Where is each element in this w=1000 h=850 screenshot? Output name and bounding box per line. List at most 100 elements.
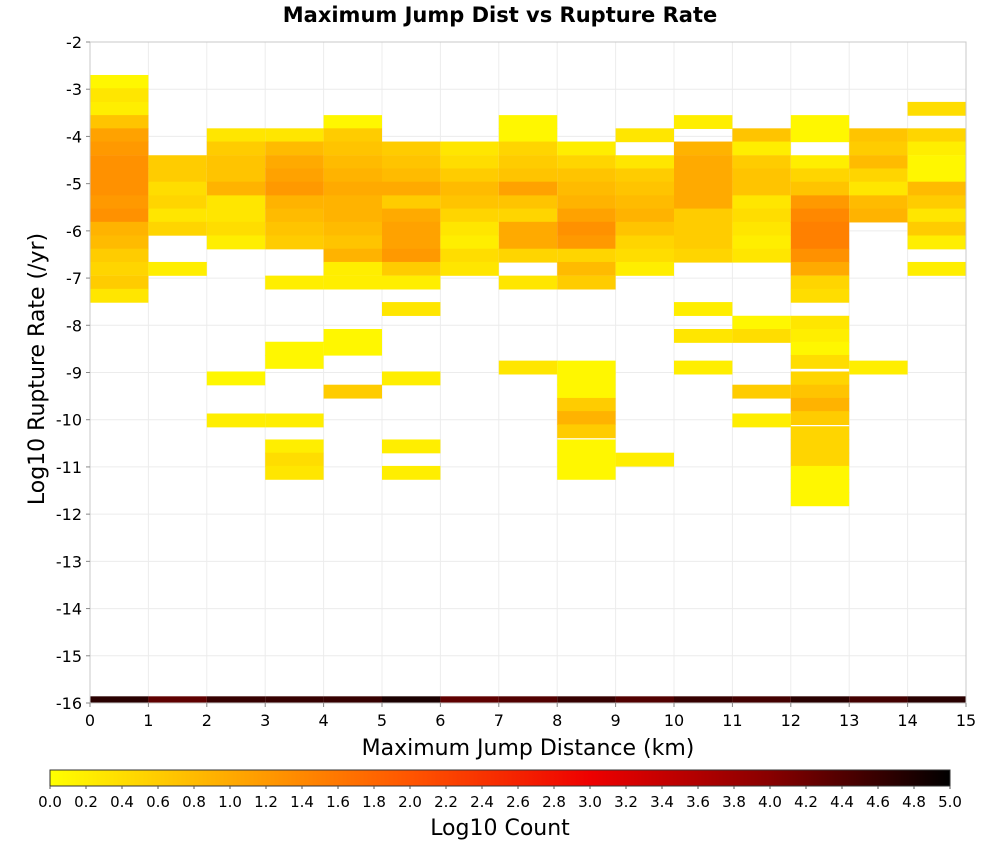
heatmap-cell — [323, 328, 382, 343]
colorbar-tick-label: 3.6 — [686, 793, 710, 811]
heatmap-cell — [323, 208, 382, 223]
heatmap-cell — [265, 141, 324, 156]
heatmap-cell — [849, 155, 908, 170]
heatmap-cell — [557, 141, 616, 156]
colorbar-tick-label: 0.0 — [38, 793, 62, 811]
heatmap-cell — [907, 128, 966, 143]
heatmap-cell — [790, 195, 850, 210]
colorbar-tick-label: 0.4 — [110, 793, 134, 811]
heatmap-cell — [323, 168, 382, 183]
heatmap-cell — [206, 413, 266, 428]
heatmap-cell — [557, 452, 616, 467]
heatmap-cell — [440, 195, 499, 210]
x-tick-label: 11 — [722, 711, 742, 730]
heatmap-cell — [323, 128, 382, 143]
heatmap-cell — [557, 439, 616, 454]
heatmap-cell — [790, 155, 850, 170]
heatmap-cell — [732, 128, 791, 143]
heatmap-cell — [790, 328, 850, 343]
heatmap-cell — [674, 221, 733, 236]
heatmap-cell — [440, 261, 499, 276]
x-tick-label: 5 — [377, 711, 387, 730]
heatmap-cell — [732, 413, 791, 428]
heatmap-cell — [440, 141, 499, 156]
heatmap-cell — [615, 261, 674, 276]
heatmap-cell — [323, 248, 382, 263]
heatmap-cell — [615, 221, 674, 236]
heatmap-cell — [790, 696, 850, 704]
x-tick-label: 14 — [897, 711, 917, 730]
colorbar-tick-label: 1.6 — [326, 793, 350, 811]
x-tick-label: 6 — [435, 711, 445, 730]
colorbar-tick-label: 0.8 — [182, 793, 206, 811]
heatmap-cell — [557, 168, 616, 183]
y-tick-label: -2 — [66, 33, 82, 52]
x-tick-label: 8 — [552, 711, 562, 730]
heatmap-cell — [849, 195, 908, 210]
heatmap-cell — [615, 208, 674, 223]
heatmap-cell — [732, 328, 791, 343]
heatmap-cell — [265, 465, 324, 480]
colorbar-tick-label: 2.4 — [470, 793, 494, 811]
heatmap-cell — [674, 155, 733, 170]
heatmap-cell — [790, 492, 850, 507]
x-tick-label: 7 — [494, 711, 504, 730]
heatmap-cells — [90, 74, 966, 704]
heatmap-cell — [148, 696, 207, 704]
heatmap-cell — [674, 195, 733, 210]
chart-title: Maximum Jump Dist vs Rupture Rate — [283, 3, 717, 27]
x-axis-ticks: 0 1 2 3 4 5 6 7 8 9 10 11 12 13 14 15 — [85, 703, 976, 730]
colorbar-tick-label: 3.2 — [614, 793, 638, 811]
heatmap-cell — [732, 181, 791, 196]
heatmap-cell — [498, 208, 558, 223]
y-axis-label: Log10 Rupture Rate (/yr) — [25, 233, 50, 505]
heatmap-cell — [732, 384, 791, 399]
y-tick-label: -15 — [56, 647, 82, 666]
heatmap-cell — [206, 696, 266, 704]
y-tick-label: -11 — [56, 458, 82, 477]
heatmap-cell — [557, 275, 616, 290]
heatmap-cell — [323, 115, 382, 129]
heatmap-cell — [615, 168, 674, 183]
heatmap-cell — [206, 141, 266, 156]
heatmap-cell — [265, 128, 324, 143]
heatmap-cell — [265, 235, 324, 250]
heatmap-cell — [382, 155, 441, 170]
colorbar-tick-label: 4.6 — [866, 793, 890, 811]
heatmap-cell — [382, 141, 441, 156]
heatmap-cell — [907, 155, 966, 170]
heatmap-cell — [90, 141, 149, 156]
heatmap-cell — [90, 181, 149, 196]
heatmap-cell — [674, 181, 733, 196]
heatmap-cell — [557, 208, 616, 223]
heatmap-cell — [790, 341, 850, 356]
colorbar-tick-label: 1.0 — [218, 793, 242, 811]
heatmap-cell — [790, 465, 850, 480]
heatmap-cell — [90, 115, 149, 129]
heatmap-cell — [323, 341, 382, 356]
x-tick-label: 9 — [611, 711, 621, 730]
heatmap-cell — [90, 221, 149, 236]
heatmap-cell — [557, 696, 616, 704]
heatmap-cell — [90, 261, 149, 276]
heatmap-cell — [557, 397, 616, 412]
heatmap-cell — [440, 208, 499, 223]
heatmap-cell — [90, 248, 149, 263]
heatmap-cell — [790, 288, 850, 303]
heatmap-cell — [382, 261, 441, 276]
heatmap-cell — [732, 155, 791, 170]
heatmap-cell — [498, 181, 558, 196]
heatmap-cell — [265, 439, 324, 454]
colorbar-ticks: 0.0 0.2 0.4 0.6 0.8 1.0 1.2 1.4 1.6 1.8 2.0 2.2 2.4 2… — [38, 786, 962, 811]
heatmap-cell — [674, 248, 733, 263]
heatmap-cell — [674, 235, 733, 250]
heatmap-cell — [382, 195, 441, 210]
heatmap-cell — [615, 128, 674, 143]
heatmap-cell — [265, 413, 324, 428]
heatmap-cell — [907, 195, 966, 210]
heatmap-cell — [90, 235, 149, 250]
heatmap-cell — [498, 235, 558, 250]
heatmap-cell — [557, 181, 616, 196]
heatmap-cell — [557, 235, 616, 250]
y-tick-label: -16 — [56, 694, 82, 713]
